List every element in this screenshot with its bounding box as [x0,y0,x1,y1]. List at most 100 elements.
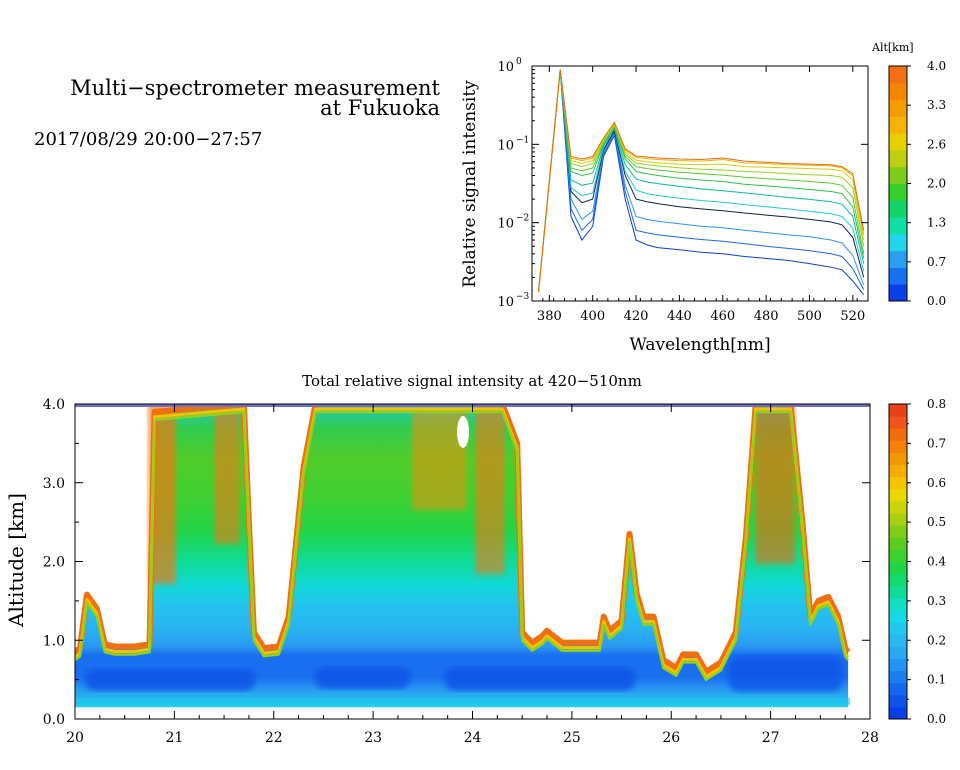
spectrum-lines [538,69,865,296]
spectrum-x-axis-label: Wavelength[nm] [629,335,770,355]
heatmap-x-tick-label: 21 [165,730,183,746]
altitude-colorbar-label: 2.6 [927,137,946,151]
intensity-colorbar-swatch [889,622,907,635]
heatmap-x-tick-label: 28 [861,730,879,746]
heatmap-y-axis: 0.0 1.0 2.0 3.0 4.0 [43,397,870,728]
spectrum-x-tick-label: 460 [710,309,735,324]
intensity-colorbar-label: 0.6 [927,476,946,490]
spectrum-x-tick-label: 500 [797,309,822,324]
altitude-colorbar-title: Alt[km] [871,41,914,54]
intensity-colorbar-swatch [889,500,907,514]
intensity-colorbar-swatch [889,428,907,441]
measurement-date-range: 2017/08/29 20:00−27:57 [34,129,262,150]
intensity-colorbar-swatch [889,634,907,647]
intensity-colorbar-swatch [889,549,907,562]
altitude-colorbar-swatch [889,133,907,151]
heatmap-y-tick-label: 2.0 [43,555,65,571]
intensity-colorbar-swatch [889,646,907,659]
spectrum-y-tick-label: 10 [497,217,514,232]
heatmap-x-tick-label: 25 [563,730,581,746]
altitude-colorbar-label: 0.0 [927,294,946,308]
heatmap-y-tick-label: 0.0 [43,712,65,728]
heatmap-y-axis-label: Altitude [km] [4,493,28,628]
spectrum-series-line-9 [538,69,865,293]
altitude-colorbar-label: 3.3 [927,98,946,112]
altitude-colorbar-label: 4.0 [927,59,946,73]
figure-title-line2: at Fukuoka [320,96,440,120]
spectrum-x-tick-label: 420 [624,309,649,324]
heatmap-y-tick-label: 1.0 [43,633,65,649]
heatmap-x-axis: 20 21 22 23 24 25 26 27 28 [66,404,879,746]
altitude-colorbar-swatch [889,267,907,285]
heatmap-chart: Total relative signal intensity at 420−5… [4,372,946,746]
spectrum-y-tick-exponent: −1 [516,135,529,145]
intensity-colorbar-swatch [889,609,907,623]
intensity-colorbar-swatch [889,513,907,526]
spectrum-x-axis: 380 400 420 440 460 480 500 520 [531,66,869,324]
spectrum-series-line-5 [538,69,865,293]
altitude-colorbar-swatch [889,217,907,235]
intensity-colorbar-swatch [889,440,907,453]
spectrum-x-tick-label: 400 [580,309,605,324]
altitude-colorbar-swatch [889,66,907,84]
spectrum-x-tick-label: 380 [537,309,562,324]
heatmap-x-tick-label: 26 [662,730,680,746]
intensity-colorbar-swatch [889,561,907,575]
altitude-colorbar-swatch [889,250,907,268]
altitude-colorbar-label: 2.0 [927,177,946,191]
heatmap-x-tick-label: 23 [364,730,382,746]
low-signal-bands [75,656,850,705]
spectrum-series-line-7 [538,69,865,293]
intensity-colorbar-label: 0.4 [927,555,946,569]
spectrum-y-tick-exponent: −2 [516,214,529,224]
heatmap-x-tick-label: 24 [464,730,482,746]
spectrum-y-tick-label: 10 [497,138,514,153]
altitude-colorbar-swatch [889,116,907,134]
intensity-colorbar-label: 0.5 [927,515,946,529]
intensity-colorbar-swatch [889,404,907,417]
spectrum-series-line-6 [538,69,865,293]
intensity-colorbar-swatch [889,670,907,684]
spectrum-x-tick-label: 440 [667,309,692,324]
altitude-colorbar-swatch [889,99,907,117]
altitude-colorbar-swatch [889,166,907,184]
heatmap-x-tick-label: 22 [265,730,283,746]
spectrum-series-line-3 [538,69,865,293]
altitude-colorbar-swatch [889,149,907,168]
spectrum-x-tick-label: 520 [840,309,865,324]
spectrum-series-line-2 [538,69,865,293]
intensity-colorbar-swatch [889,452,907,466]
heatmap-title: Total relative signal intensity at 420−5… [302,372,642,390]
heatmap-x-tick-label: 20 [66,730,84,746]
cloud-edge-low [75,410,850,682]
intensity-colorbar-swatch [889,525,907,538]
spectrum-plot-frame [531,65,869,302]
heatmap-y-tick-label: 4.0 [43,397,65,413]
altitude-colorbar-swatch [889,284,907,302]
figure-title-line1: Multi−spectrometer measurement [70,76,440,100]
spectrum-x-tick-label: 480 [754,309,779,324]
intensity-colorbar-swatch [889,488,907,502]
intensity-colorbar-swatch [889,464,907,478]
intensity-colorbar-swatch [889,658,907,672]
intensity-colorbar-swatch [889,537,907,550]
altitude-colorbar-swatch [889,183,907,201]
spectrum-y-tick-label: 10 [497,295,514,310]
altitude-colorbar-label: 0.7 [927,255,946,269]
altitude-colorbar: 0.0 0.7 1.3 2.0 2.6 3.3 4.0 [888,59,946,308]
intensity-colorbar-swatch [889,573,907,587]
intensity-colorbar-swatch [889,597,907,611]
spectrum-y-tick-exponent: 0 [516,57,522,67]
spectrum-y-axis-label: Relative signal intensity [460,80,480,288]
altitude-colorbar-label: 1.3 [927,216,946,230]
heatmap-field [75,404,870,708]
intensity-colorbar-swatch [889,706,907,720]
heatmap-y-tick-label: 3.0 [43,476,65,492]
heatmap-x-tick-label: 27 [762,730,780,746]
altitude-colorbar-swatch [889,82,907,101]
intensity-colorbar-label: 0.7 [927,436,946,450]
cloud-gap [457,416,469,448]
